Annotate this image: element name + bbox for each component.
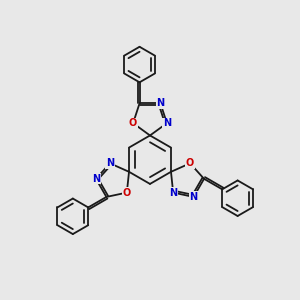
Text: N: N (92, 174, 100, 184)
Text: N: N (106, 158, 114, 168)
Text: O: O (129, 118, 137, 128)
Text: N: N (190, 192, 198, 202)
Text: N: N (156, 98, 164, 108)
Text: O: O (186, 158, 194, 168)
Text: O: O (123, 188, 131, 198)
Text: N: N (169, 188, 177, 198)
Text: N: N (163, 118, 171, 128)
